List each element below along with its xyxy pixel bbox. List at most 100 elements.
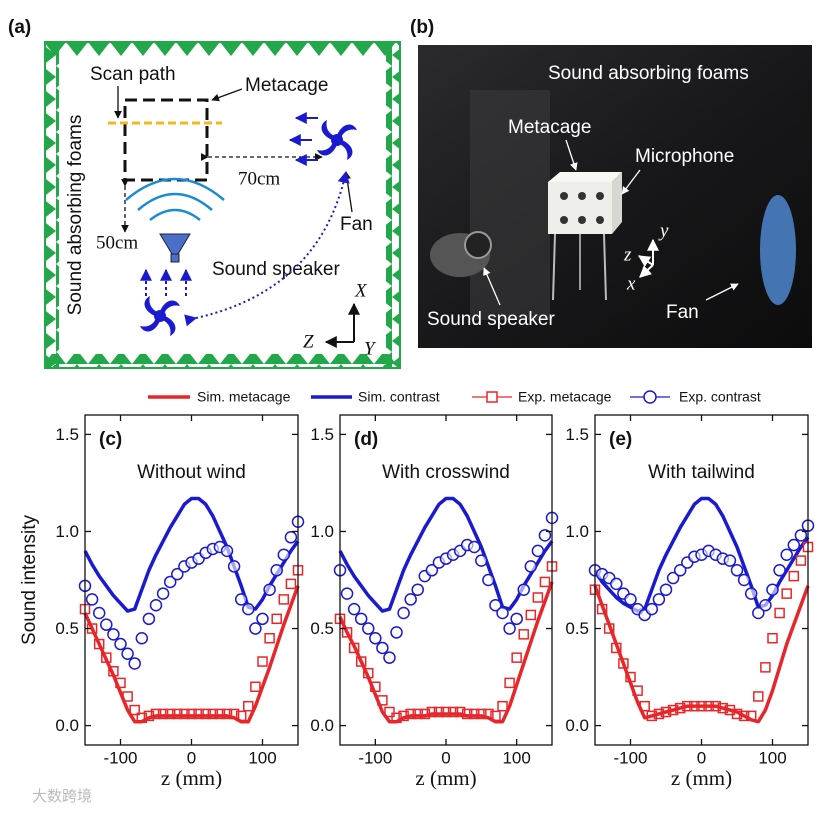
panel-a: (a) Sound absorbing foams Scan path Meta…: [8, 17, 401, 369]
exp-marker: [128, 657, 141, 670]
exp-marker: [101, 652, 112, 663]
y-tick-label: 1.0: [55, 522, 79, 541]
exp-marker: [200, 708, 211, 720]
y-tick-label: 1.5: [310, 425, 334, 444]
exp-marker: [264, 632, 275, 644]
exp-marker: [257, 656, 268, 667]
exp-marker: [425, 564, 439, 577]
exp-marker: [525, 609, 537, 621]
exp-marker: [135, 631, 149, 645]
exp-marker: [186, 708, 197, 720]
x-axis-label: z (mm): [415, 766, 476, 790]
exp-marker: [115, 677, 126, 689]
exp-marker: [142, 612, 156, 626]
fan-path: [184, 170, 350, 327]
exp-marker: [788, 570, 800, 582]
exp-marker: [744, 587, 758, 600]
exp-marker: [278, 594, 290, 605]
exp-marker: [531, 544, 545, 558]
distance-label: 50cm: [96, 232, 138, 253]
sim-line: [593, 585, 810, 724]
arrow: [621, 169, 641, 195]
y-tick-label: 1.0: [310, 522, 334, 541]
exp-marker: [391, 712, 402, 724]
exp-marker: [214, 708, 226, 720]
exp-marker: [404, 593, 417, 606]
foam-column: [470, 90, 550, 320]
axis-label: Z: [303, 331, 314, 352]
exp-marker: [738, 710, 750, 722]
foam-bottom: [45, 354, 400, 368]
exp-marker: [753, 691, 764, 702]
exp-marker: [340, 587, 354, 600]
exp-marker: [228, 708, 240, 720]
legend-swatch: [486, 391, 498, 403]
exp-marker: [504, 677, 515, 689]
exp-marker: [384, 706, 395, 718]
exp-marker: [122, 691, 133, 702]
exp-marker: [610, 577, 623, 591]
exp-marker: [469, 708, 480, 720]
exp-marker: [242, 602, 255, 616]
x-axis-label: z (mm): [671, 766, 732, 790]
exp-marker: [497, 700, 508, 712]
axis-arrow: [639, 264, 654, 278]
exp-marker: [645, 602, 659, 616]
legend-label: Exp. contrast: [679, 389, 761, 405]
exp-marker: [673, 564, 687, 577]
exp-marker: [730, 564, 744, 577]
foam-top: [45, 42, 400, 56]
exp-marker: [157, 708, 169, 720]
arrow: [483, 267, 501, 306]
axis-label: x: [626, 273, 636, 294]
exp-marker: [263, 583, 276, 596]
exp-marker: [752, 606, 765, 620]
exp-marker: [235, 710, 247, 722]
exp-marker: [398, 710, 409, 722]
exp-marker: [221, 708, 233, 720]
x-tick-label: 100: [248, 748, 276, 767]
exp-marker: [461, 708, 473, 720]
hole: [578, 216, 586, 224]
fan-photo: [760, 195, 796, 305]
exp-marker: [250, 681, 261, 693]
metacage-photo: [612, 172, 622, 234]
exp-marker: [411, 583, 424, 596]
exp-marker: [440, 706, 452, 718]
exp-marker: [284, 531, 298, 544]
exp-marker: [489, 598, 502, 612]
exp-marker: [93, 638, 105, 650]
exp-marker: [271, 613, 282, 625]
panel-label: (d): [354, 429, 378, 450]
legend-label: Exp. metacage: [518, 389, 612, 405]
hole: [560, 216, 568, 224]
exp-marker: [412, 708, 423, 720]
exp-marker: [108, 665, 119, 677]
speaker-photo: [464, 231, 492, 259]
fan-label: Fan: [340, 214, 373, 235]
exp-marker: [347, 602, 361, 616]
x-tick-label: 100: [758, 748, 786, 767]
legend-label: Sim. metacage: [197, 389, 291, 405]
exp-marker: [731, 708, 743, 720]
speaker-icon: [170, 253, 180, 263]
exp-marker: [100, 618, 113, 631]
exp-marker: [454, 706, 466, 718]
exp-marker: [377, 695, 388, 706]
exp-marker: [618, 658, 629, 669]
stand: [552, 233, 556, 301]
exp-marker: [787, 538, 801, 552]
exp-marker: [107, 628, 120, 641]
exp-marker: [433, 706, 445, 718]
exp-marker: [376, 641, 389, 655]
chart: 0.0 0.5 1.0 1.5 -100 0 100 (c) Without wind z (mm…: [19, 414, 305, 790]
exp-marker: [667, 704, 679, 716]
speaker-label: Sound speaker: [212, 259, 340, 280]
exp-marker: [369, 631, 382, 645]
chart: 0.0 0.5 1.0 1.5 -100 0 100 (d)With crosswind z (…: [310, 414, 559, 790]
exp-marker: [639, 700, 650, 712]
exp-marker: [234, 593, 248, 606]
exp-marker: [163, 575, 177, 589]
exp-marker: [354, 612, 368, 626]
